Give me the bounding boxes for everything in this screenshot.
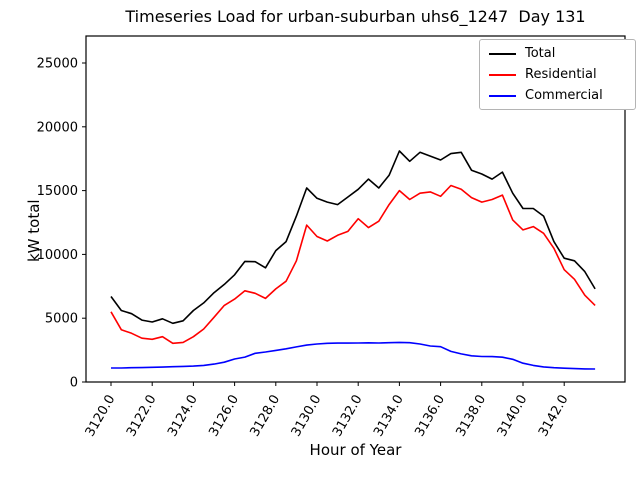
y-tick-label: 5000 xyxy=(45,312,78,327)
x-tick-label: 3124.0 xyxy=(165,393,201,440)
x-tick-label: 3140.0 xyxy=(495,393,531,440)
chart-title: Timeseries Load for urban-suburban uhs6_… xyxy=(125,7,586,26)
x-tick-label: 3130.0 xyxy=(289,393,325,440)
x-tick-label: 3128.0 xyxy=(248,393,284,440)
legend: Total Residential Commercial xyxy=(479,39,636,110)
x-tick-label: 3120.0 xyxy=(83,393,119,440)
legend-swatch-total xyxy=(489,53,516,55)
x-tick-label: 3132.0 xyxy=(330,393,366,440)
y-tick-label: 0 xyxy=(70,376,78,391)
y-tick-label: 20000 xyxy=(37,120,78,135)
x-tick-label: 3126.0 xyxy=(206,393,242,440)
legend-label-total: Total xyxy=(525,46,556,61)
legend-item-residential: Residential xyxy=(489,68,627,82)
series-line-commercial xyxy=(111,341,596,370)
y-tick-label: 10000 xyxy=(37,248,78,263)
y-tick-label: 25000 xyxy=(37,57,78,72)
legend-swatch-commercial xyxy=(489,95,516,97)
x-tick-label: 3134.0 xyxy=(371,393,407,440)
x-axis-label: Hour of Year xyxy=(309,441,402,459)
axes-frame xyxy=(85,35,626,383)
legend-item-total: Total xyxy=(489,47,627,61)
series-line-total xyxy=(110,150,596,325)
legend-label-commercial: Commercial xyxy=(525,88,603,103)
y-axis-label: kW total xyxy=(25,199,43,262)
legend-item-commercial: Commercial xyxy=(489,89,627,103)
x-tick-label: 3138.0 xyxy=(454,393,490,440)
y-tick-label: 15000 xyxy=(37,184,78,199)
x-tick-label: 3136.0 xyxy=(412,393,448,440)
x-tick-label: 3122.0 xyxy=(124,393,160,440)
legend-swatch-residential xyxy=(489,74,516,76)
x-tick-label: 3142.0 xyxy=(536,393,572,440)
series-line-residential xyxy=(110,184,596,345)
legend-label-residential: Residential xyxy=(525,67,597,82)
